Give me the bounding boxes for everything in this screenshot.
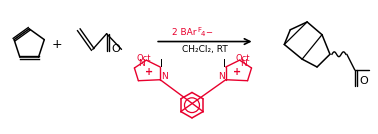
Text: F: F bbox=[197, 27, 201, 33]
Text: CH₂Cl₂, RT: CH₂Cl₂, RT bbox=[182, 45, 228, 54]
Text: 2 BAr: 2 BAr bbox=[172, 28, 197, 37]
Text: I: I bbox=[160, 59, 163, 69]
Text: Oct: Oct bbox=[136, 54, 150, 63]
Text: −: − bbox=[205, 28, 212, 37]
Text: N: N bbox=[218, 72, 225, 81]
Text: +: + bbox=[232, 67, 241, 77]
Text: O: O bbox=[112, 44, 120, 54]
Text: N: N bbox=[161, 72, 168, 81]
Text: +: + bbox=[52, 38, 62, 51]
Text: N: N bbox=[241, 59, 247, 68]
Text: N: N bbox=[139, 59, 145, 68]
Text: +: + bbox=[145, 67, 153, 77]
Text: Oct: Oct bbox=[235, 54, 250, 63]
Text: I: I bbox=[223, 59, 226, 69]
Text: O: O bbox=[360, 76, 369, 86]
Text: 4: 4 bbox=[201, 31, 205, 37]
